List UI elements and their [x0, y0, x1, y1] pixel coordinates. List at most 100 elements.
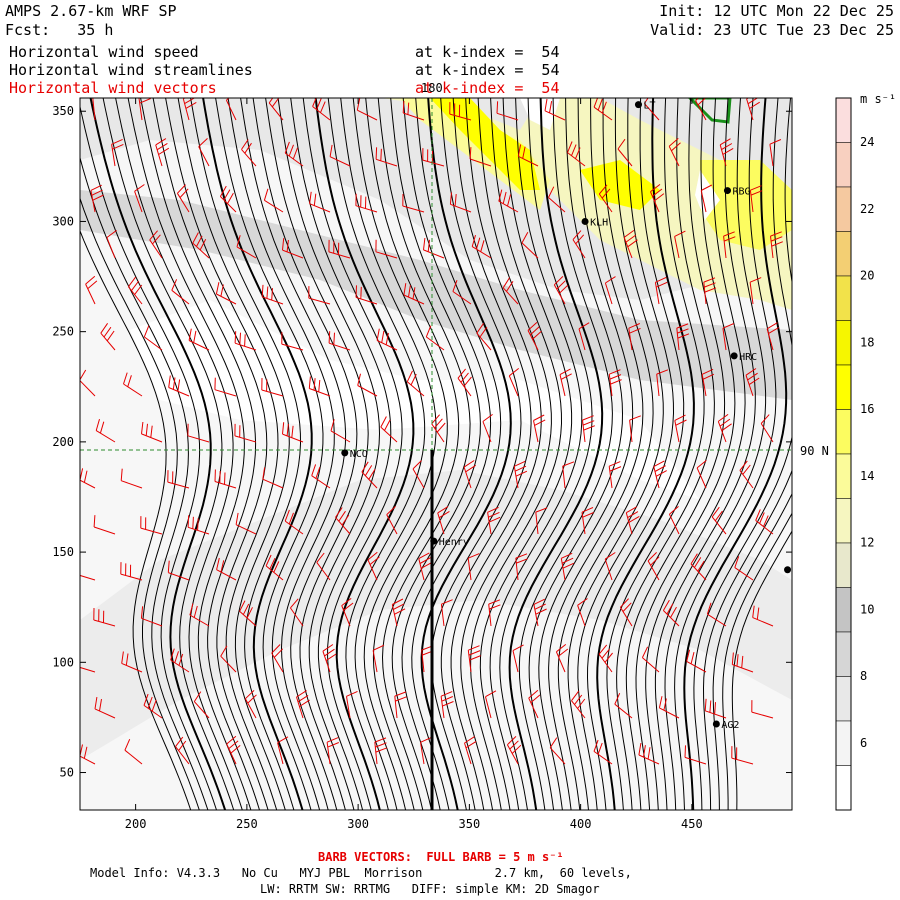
wind-barb: [187, 515, 210, 535]
wind-barb: [189, 603, 210, 627]
station-label: RBG: [732, 187, 750, 198]
wind-barb: [143, 325, 163, 351]
wind-barb: [496, 101, 519, 121]
wind-barb: [668, 138, 681, 167]
wind-barb: [553, 276, 569, 305]
wind-barb: [485, 690, 497, 719]
wind-barb: [731, 746, 754, 765]
wind-barb: [215, 282, 237, 305]
x-axis: 200 250 300 350 400 450: [125, 98, 703, 831]
wind-barb: [515, 553, 528, 581]
wind-barb: [100, 323, 116, 351]
wind-barb: [650, 184, 665, 213]
wind-barb: [469, 147, 492, 167]
colorbar-swatch: [835, 97, 852, 143]
wind-barb: [281, 332, 304, 351]
streamline: [683, 98, 788, 810]
streamline: [252, 98, 358, 810]
streamline: [616, 98, 715, 810]
wind-barb: [234, 423, 257, 443]
wind-barb: [463, 460, 476, 489]
streamline: [390, 98, 481, 810]
streamline: [80, 196, 200, 810]
wind-barb: [95, 418, 116, 443]
wind-barb: [85, 275, 98, 305]
wind-barb: [722, 323, 735, 351]
station-marker: [712, 720, 720, 728]
wind-barb: [239, 600, 257, 627]
colorbar-unit: m s⁻¹: [860, 92, 896, 106]
wind-barb: [513, 460, 528, 489]
station-label: NCO: [350, 449, 368, 460]
wind-barb: [437, 506, 450, 535]
station-marker: [730, 352, 738, 360]
wind-barb: [498, 189, 519, 213]
station-label: KLH: [590, 217, 608, 228]
streamline: [596, 98, 695, 810]
wind-barb: [488, 599, 501, 627]
streamline: [538, 98, 634, 810]
y-tick-label: 150: [52, 545, 74, 559]
streamline: [712, 492, 792, 810]
y-axis: 50 100 150 200 250 300 350: [52, 104, 792, 780]
streamline: [625, 98, 726, 810]
colorbar: 6 8 10 12 14 16 18 20 22 24: [835, 97, 874, 811]
y-tick-label: 300: [52, 214, 74, 228]
colorbar-swatch: [835, 498, 852, 544]
wind-barb: [533, 414, 546, 443]
wind-barb: [533, 598, 547, 627]
wind-barb: [711, 506, 727, 535]
y-tick-label: 250: [52, 325, 74, 339]
stations: NCO Henry KLH RBG HRC AG2 LT: [341, 101, 792, 731]
wind-barb: [326, 737, 339, 765]
x-tick-label: 250: [236, 817, 258, 831]
streamline: [277, 98, 381, 810]
wind-barb: [674, 414, 687, 443]
wind-barb: [755, 509, 774, 535]
wind-barb: [752, 605, 774, 627]
model-title: AMPS 2.67-km WRF SP: [5, 2, 177, 20]
forecast-hour: Fcst: 35 h: [5, 21, 114, 39]
wind-barb: [521, 232, 539, 259]
barb-note: BARB VECTORS: FULL BARB = 5 m s⁻¹: [318, 850, 564, 864]
colorbar-label: 8: [860, 669, 867, 683]
streamline: [227, 98, 335, 810]
wind-barb: [734, 556, 754, 581]
wind-barb: [723, 231, 736, 259]
streamline: [731, 530, 792, 810]
wind-barb: [244, 690, 257, 719]
streamline: [190, 98, 302, 810]
wind-barb: [220, 645, 237, 673]
colorbar-swatch: [835, 453, 852, 499]
station-label: HRC: [739, 352, 757, 363]
wind-barb: [420, 736, 432, 765]
y-tick-label: 350: [52, 104, 74, 118]
wind-barb: [80, 744, 96, 765]
wind-barb: [572, 230, 586, 259]
streamline: [165, 98, 279, 810]
colorbar-swatch: [835, 631, 852, 677]
wind-barb: [271, 644, 284, 673]
wind-barb: [335, 507, 351, 535]
layer-3-name: Horizontal wind vectors: [9, 79, 217, 97]
wind-barb: [187, 423, 210, 443]
streamline: [479, 98, 573, 810]
wind-barb: [512, 644, 524, 673]
wind-barb: [506, 736, 522, 765]
y-tick-label: 50: [60, 766, 74, 780]
streamline: [518, 98, 613, 810]
wind-barb: [171, 279, 190, 305]
wind-barb: [449, 192, 472, 213]
wind-barb: [214, 377, 237, 397]
wind-barb: [676, 323, 690, 351]
streamline: [635, 98, 736, 810]
wind-barb: [467, 553, 480, 581]
wind-barb: [703, 277, 717, 305]
wind-barb: [138, 98, 151, 121]
wind-barb: [402, 193, 425, 213]
wind-barb: [375, 239, 398, 259]
wind-barb: [188, 328, 210, 351]
colorbar-swatch: [835, 409, 852, 455]
streamline: [664, 98, 767, 810]
